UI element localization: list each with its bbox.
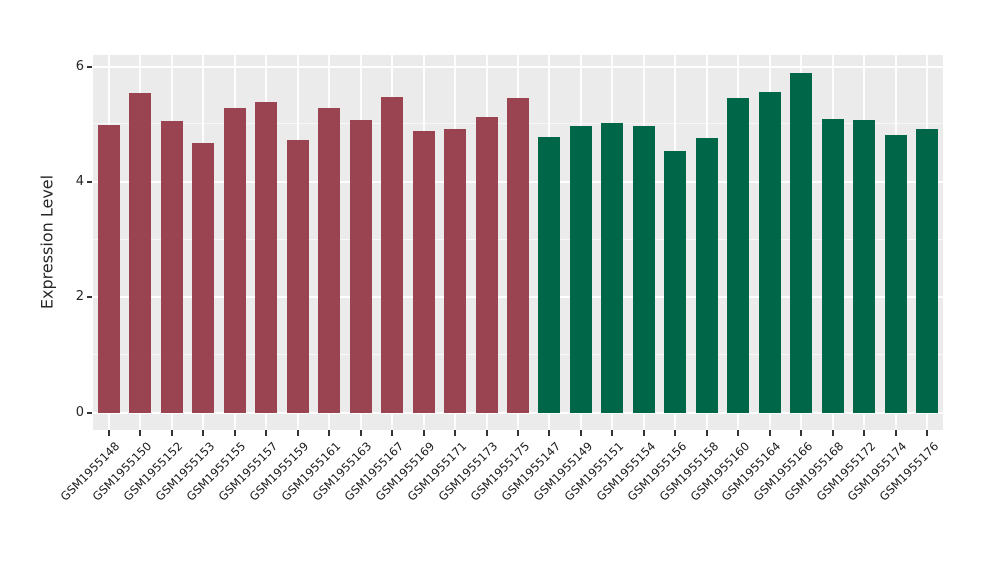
x-tick-mark [454, 430, 457, 436]
x-tick-mark [674, 430, 677, 436]
bar [758, 91, 781, 413]
bar [727, 97, 750, 413]
y-tick-mark [87, 180, 92, 183]
x-tick-mark [328, 430, 331, 436]
bar [569, 125, 592, 413]
x-tick-mark [359, 430, 362, 436]
y-tick-label: 0 [75, 404, 84, 420]
x-tick-mark [705, 430, 708, 436]
bar [381, 96, 404, 413]
y-tick-label: 2 [75, 289, 84, 305]
bar [129, 93, 152, 413]
x-tick-mark [611, 430, 614, 436]
bar [695, 137, 718, 413]
bar [821, 119, 844, 413]
x-tick-mark [296, 430, 299, 436]
bar [664, 150, 687, 413]
x-tick-mark [642, 430, 645, 436]
x-tick-mark [863, 430, 866, 436]
bar [223, 108, 246, 413]
bar [538, 136, 561, 413]
y-tick-label: 6 [75, 58, 84, 74]
bar [255, 102, 278, 413]
y-tick-mark [87, 296, 92, 299]
x-tick-mark [831, 430, 834, 436]
x-tick-mark [485, 430, 488, 436]
bar [192, 142, 215, 413]
y-tick-mark [87, 411, 92, 414]
x-tick-mark [265, 430, 268, 436]
bar [790, 72, 813, 413]
bar [475, 116, 498, 413]
plot-panel [93, 55, 943, 430]
x-tick-mark [107, 430, 110, 436]
x-tick-mark [391, 430, 394, 436]
y-tick-mark [87, 65, 92, 68]
x-tick-mark [202, 430, 205, 436]
x-tick-mark [422, 430, 425, 436]
x-tick-mark [800, 430, 803, 436]
y-tick-label: 4 [75, 173, 84, 189]
bar [349, 120, 372, 413]
bar [601, 123, 624, 413]
bar [97, 125, 120, 413]
bar [444, 128, 467, 413]
x-tick-mark [894, 430, 897, 436]
x-tick-mark [548, 430, 551, 436]
x-tick-mark [233, 430, 236, 436]
bar [412, 131, 435, 413]
bar [507, 97, 529, 413]
x-tick-mark [517, 430, 519, 436]
bar [916, 129, 939, 413]
x-tick-mark [139, 430, 142, 436]
bar [853, 119, 876, 413]
x-tick-mark [768, 430, 771, 436]
bar [160, 120, 183, 413]
bar [884, 134, 907, 413]
bar [632, 125, 655, 413]
x-tick-mark [737, 430, 740, 436]
x-tick-mark [926, 430, 929, 436]
bar [286, 140, 309, 413]
x-tick-mark [170, 430, 173, 436]
x-tick-mark [579, 430, 582, 436]
bar [318, 107, 341, 413]
